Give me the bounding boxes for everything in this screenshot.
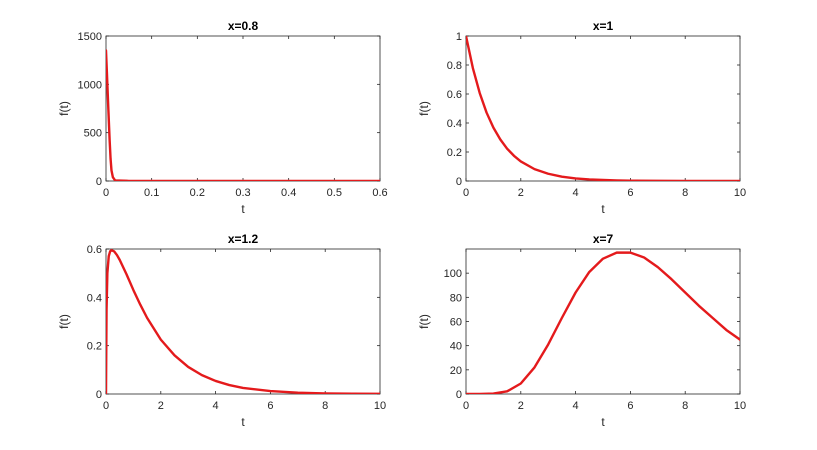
y-tick-label: 0 xyxy=(456,176,462,188)
subplot-title: x=1 xyxy=(593,19,614,33)
x-tick-label: 0.2 xyxy=(190,187,205,199)
x-tick-label: 10 xyxy=(374,400,386,412)
y-tick-label: 0.8 xyxy=(447,60,462,72)
x-tick-label: 0 xyxy=(463,400,469,412)
x-tick-label: 6 xyxy=(627,187,633,199)
y-axis-label: f(t) xyxy=(57,314,71,329)
x-tick-label: 0 xyxy=(463,187,469,199)
x-tick-label: 0.6 xyxy=(372,187,387,199)
x-tick-label: 10 xyxy=(734,187,746,199)
series-line xyxy=(466,36,740,181)
y-tick-label: 0.4 xyxy=(447,118,462,130)
subplot-title: x=0.8 xyxy=(228,19,259,33)
x-axis-label: t xyxy=(601,202,605,216)
plot-area xyxy=(465,35,741,182)
subplot-grid: 0 0.1 0.2 0.3 0.4 0.5 0.6050010001500x=0.8tf(t… xyxy=(57,19,746,429)
plot-area xyxy=(105,248,381,395)
x-axis-label: t xyxy=(241,202,245,216)
y-tick-label: 80 xyxy=(450,292,462,304)
x-tick-label: 0.4 xyxy=(281,187,296,199)
x-tick-label: 4 xyxy=(573,400,579,412)
subplot-3: 0 2 4 6 8 10 0 0.2 0.4 0.6 x=1.2 t f(t) xyxy=(57,232,386,429)
x-tick-label: 2 xyxy=(518,187,524,199)
y-tick-label: 100 xyxy=(444,268,462,280)
y-tick-label: 1500 xyxy=(78,31,102,43)
y-tick-label: 0.6 xyxy=(87,244,102,256)
x-tick-label: 10 xyxy=(734,400,746,412)
series-line xyxy=(106,49,380,181)
subplot-2: 0 2 4 6 8 10 0 0.2 0.4 0.6 0.8 1 x=1 t f(t) xyxy=(417,19,746,216)
x-tick-label: 0.5 xyxy=(327,187,342,199)
x-tick-label: 2 xyxy=(518,400,524,412)
x-tick-label: 0.1 xyxy=(144,187,159,199)
x-tick-label: 0 xyxy=(103,187,109,199)
y-tick-label: 60 xyxy=(450,317,462,329)
y-tick-label: 0.2 xyxy=(447,147,462,159)
y-tick-label: 1000 xyxy=(78,79,102,91)
x-tick-label: 4 xyxy=(213,400,219,412)
y-tick-label: 0.6 xyxy=(447,89,462,101)
plot-area xyxy=(105,35,381,182)
series-line xyxy=(466,251,740,394)
y-tick-label: 0.2 xyxy=(87,341,102,353)
y-tick-label: 40 xyxy=(450,341,462,353)
x-tick-label: 8 xyxy=(682,400,688,412)
y-axis-label: f(t) xyxy=(417,314,431,329)
y-tick-label: 500 xyxy=(84,128,102,140)
y-axis-label: f(t) xyxy=(417,101,431,116)
x-axis-label: t xyxy=(241,415,245,429)
y-tick-label: 20 xyxy=(450,365,462,377)
y-tick-label: 0 xyxy=(96,176,102,188)
y-tick-label: 0 xyxy=(456,389,462,401)
x-tick-label: 2 xyxy=(158,400,164,412)
x-tick-label: 8 xyxy=(322,400,328,412)
x-tick-label: 6 xyxy=(627,400,633,412)
y-axis-label: f(t) xyxy=(57,101,71,116)
x-tick-label: 8 xyxy=(682,187,688,199)
series-line xyxy=(106,249,380,394)
y-tick-label: 0 xyxy=(96,389,102,401)
x-tick-label: 6 xyxy=(267,400,273,412)
subplot-title: x=7 xyxy=(593,232,614,246)
y-tick-label: 0.4 xyxy=(87,292,102,304)
x-tick-label: 0.3 xyxy=(235,187,250,199)
x-axis-label: t xyxy=(601,415,605,429)
subplot-title: x=1.2 xyxy=(228,232,259,246)
plot-area xyxy=(465,248,741,395)
x-tick-label: 4 xyxy=(573,187,579,199)
y-tick-label: 1 xyxy=(456,31,462,43)
subplot-1: 0 0.1 0.2 0.3 0.4 0.5 0.6 0 500 1000 1500 x=0.8 t f(t… xyxy=(57,19,388,216)
x-tick-label: 0 xyxy=(103,400,109,412)
